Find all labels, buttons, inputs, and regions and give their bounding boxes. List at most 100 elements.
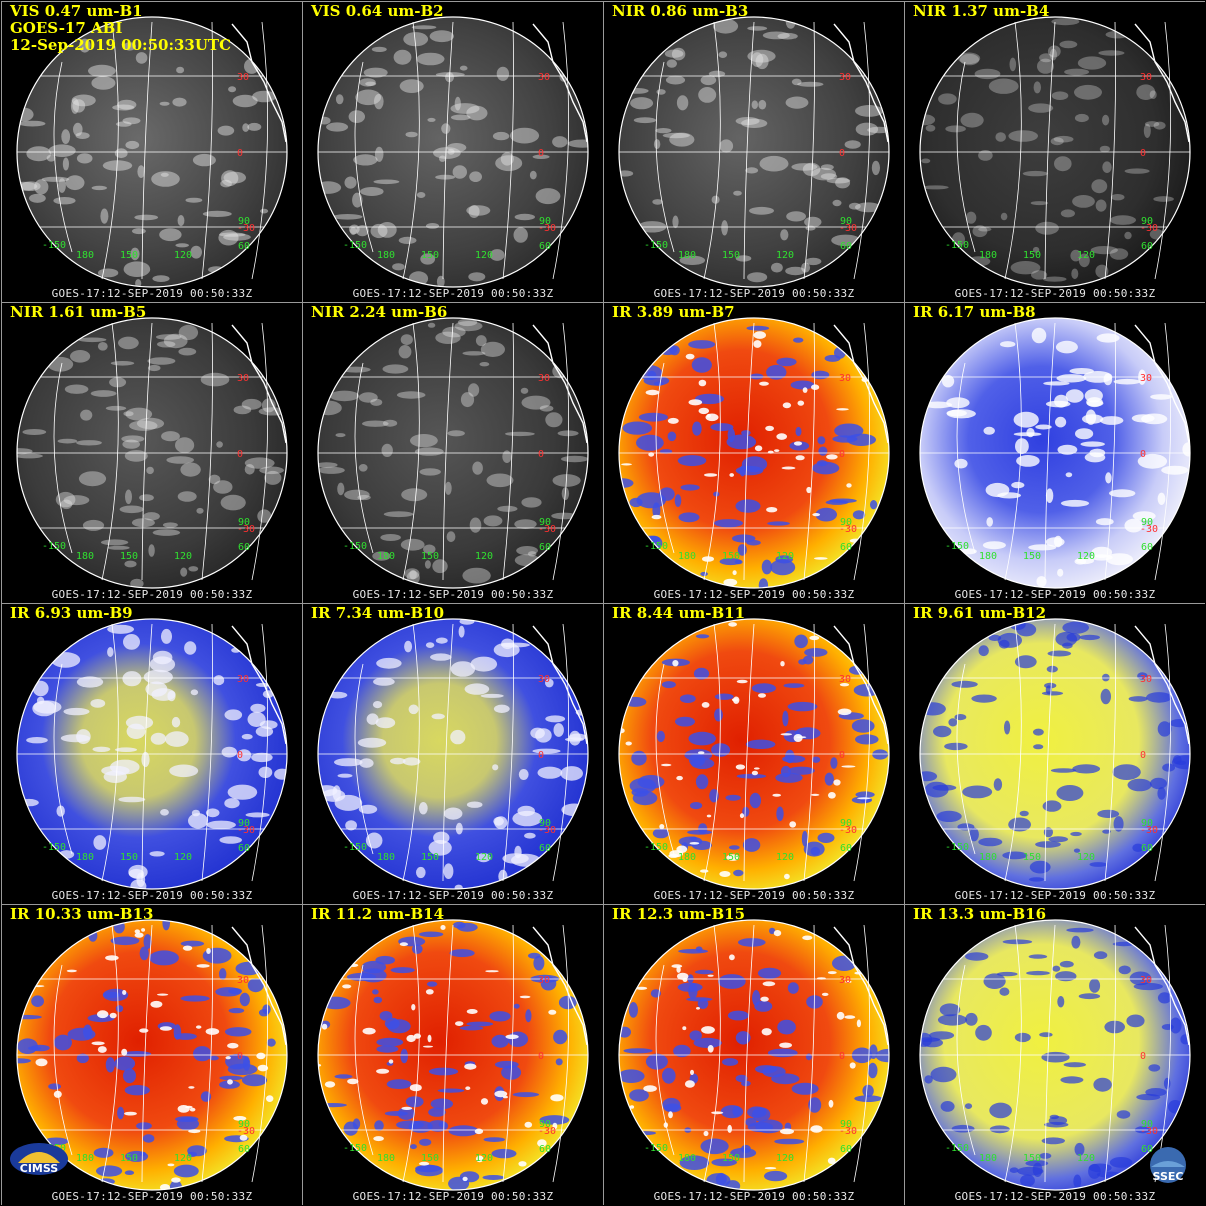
band-label: IR 11.2 um-B14 <box>311 905 445 923</box>
disk-outline <box>16 618 288 890</box>
latitude-label: 0 <box>1140 148 1146 159</box>
longitude-line <box>251 322 269 581</box>
longitude-line <box>552 21 570 280</box>
band-label: IR 9.61 um-B12 <box>913 604 1047 622</box>
longitude-line <box>853 322 871 581</box>
latitude-label: -30 <box>237 223 255 234</box>
longitude-label: 150 <box>120 250 138 261</box>
disk-outline <box>919 919 1191 1191</box>
longitude-line <box>402 924 420 1183</box>
longitude-line <box>853 924 871 1183</box>
disk-outline <box>618 317 890 589</box>
longitude-line <box>201 322 213 581</box>
earth-disk-image: 30 0 -30 -150 180 150 120 60 90 <box>919 618 1191 890</box>
band-panel-16: 30 0 -30 -150 180 150 120 60 90 IR 13.3 um-B16 G… <box>905 905 1205 1205</box>
coastline <box>833 23 889 143</box>
longitude-label: 150 <box>722 852 740 863</box>
latitude-label: 30 <box>237 373 249 384</box>
band-panel-6: 30 0 -30 -150 180 150 120 60 90 NIR 2.24 um-B6 G… <box>303 303 603 603</box>
band-panel-4: 30 0 -30 -150 180 150 120 60 90 NIR 1.37 um-B4 G… <box>905 2 1205 302</box>
coastline <box>532 23 588 143</box>
timestamp-footer: GOES-17:12-SEP-2019 00:50:33Z <box>51 287 253 300</box>
band-panel-5: 30 0 -30 -150 180 150 120 60 90 NIR 1.61 um-B5 G… <box>2 303 302 603</box>
earth-disk-image: 30 0 -30 -150 180 150 120 60 90 <box>16 317 288 589</box>
longitude-label: 90 <box>238 1119 250 1130</box>
longitude-line <box>442 924 454 1183</box>
latitude-label: -30 <box>538 524 556 535</box>
disk-outline <box>317 16 589 288</box>
band-label: NIR 2.24 um-B6 <box>311 303 448 321</box>
disk-outline <box>16 919 288 1191</box>
longitude-line <box>956 362 976 554</box>
latitude-label: -30 <box>1140 524 1158 535</box>
latitude-label: -30 <box>1140 223 1158 234</box>
longitude-line <box>141 623 153 882</box>
coastline <box>231 23 287 143</box>
longitude-label: 150 <box>1023 551 1041 562</box>
longitude-label: 90 <box>840 517 852 528</box>
longitude-label: 150 <box>120 551 138 562</box>
coastline <box>1134 625 1190 745</box>
latitude-label: 30 <box>839 674 851 685</box>
image-datetime: 12-Sep-2019 00:50:33UTC <box>10 36 232 54</box>
disk-outline <box>317 919 589 1191</box>
longitude-line <box>1104 623 1116 882</box>
disk-outline <box>919 16 1191 288</box>
timestamp-footer: GOES-17:12-SEP-2019 00:50:33Z <box>51 889 253 902</box>
longitude-label: 120 <box>475 250 493 261</box>
longitude-label: 150 <box>421 852 439 863</box>
coastline <box>532 926 588 1046</box>
longitude-label: 180 <box>678 250 696 261</box>
coastline <box>532 625 588 745</box>
longitude-line <box>655 663 675 855</box>
longitude-label: 150 <box>120 1153 138 1164</box>
longitude-line <box>743 623 755 882</box>
latitude-label: -30 <box>1140 825 1158 836</box>
timestamp-footer: GOES-17:12-SEP-2019 00:50:33Z <box>352 588 554 601</box>
earth-disk-image: 30 0 -30 -150 180 150 120 60 90 <box>919 317 1191 589</box>
earth-disk-image: 30 0 -30 -150 180 150 120 60 90 <box>618 317 890 589</box>
longitude-label: 180 <box>678 1153 696 1164</box>
longitude-line <box>502 21 514 280</box>
longitude-label: 120 <box>174 551 192 562</box>
latitude-label: -30 <box>839 1126 857 1137</box>
latitude-label: 30 <box>538 674 550 685</box>
longitude-line <box>853 21 871 280</box>
longitude-line <box>354 61 374 253</box>
longitude-label: -150 <box>945 1143 969 1154</box>
longitude-label: 60 <box>238 542 250 553</box>
longitude-line <box>201 21 213 280</box>
longitude-label: 120 <box>174 250 192 261</box>
longitude-line <box>703 21 721 280</box>
longitude-label: -150 <box>42 240 66 251</box>
coastline <box>231 625 287 745</box>
latitude-label: 30 <box>237 72 249 83</box>
longitude-label: 180 <box>377 250 395 261</box>
timestamp-footer: GOES-17:12-SEP-2019 00:50:33Z <box>653 1190 855 1203</box>
longitude-label: 150 <box>1023 1153 1041 1164</box>
timestamp-footer: GOES-17:12-SEP-2019 00:50:33Z <box>51 588 253 601</box>
band-panel-7: 30 0 -30 -150 180 150 120 60 90 IR 3.89 um-B7 GO… <box>604 303 904 603</box>
band-panel-1: 30 0 -30 -150 180 150 120 60 90 VIS 0.47 um-B1 G… <box>2 2 302 302</box>
timestamp-footer: GOES-17:12-SEP-2019 00:50:33Z <box>954 1190 1156 1203</box>
longitude-line <box>803 21 815 280</box>
longitude-label: 120 <box>475 1153 493 1164</box>
latitude-label: 0 <box>839 449 845 460</box>
longitude-line <box>1044 623 1056 882</box>
longitude-label: 60 <box>539 542 551 553</box>
disk-outline <box>618 919 890 1191</box>
longitude-label: -150 <box>343 842 367 853</box>
longitude-label: 60 <box>1141 843 1153 854</box>
latitude-label: 0 <box>1140 449 1146 460</box>
longitude-line <box>1154 21 1172 280</box>
longitude-label: 120 <box>475 551 493 562</box>
longitude-label: 180 <box>678 852 696 863</box>
longitude-line <box>1004 623 1022 882</box>
latitude-label: 0 <box>1140 1051 1146 1062</box>
longitude-line <box>402 322 420 581</box>
longitude-label: 180 <box>377 551 395 562</box>
longitude-line <box>1044 924 1056 1183</box>
latitude-label: 30 <box>538 975 550 986</box>
longitude-line <box>956 663 976 855</box>
longitude-label: 180 <box>377 852 395 863</box>
